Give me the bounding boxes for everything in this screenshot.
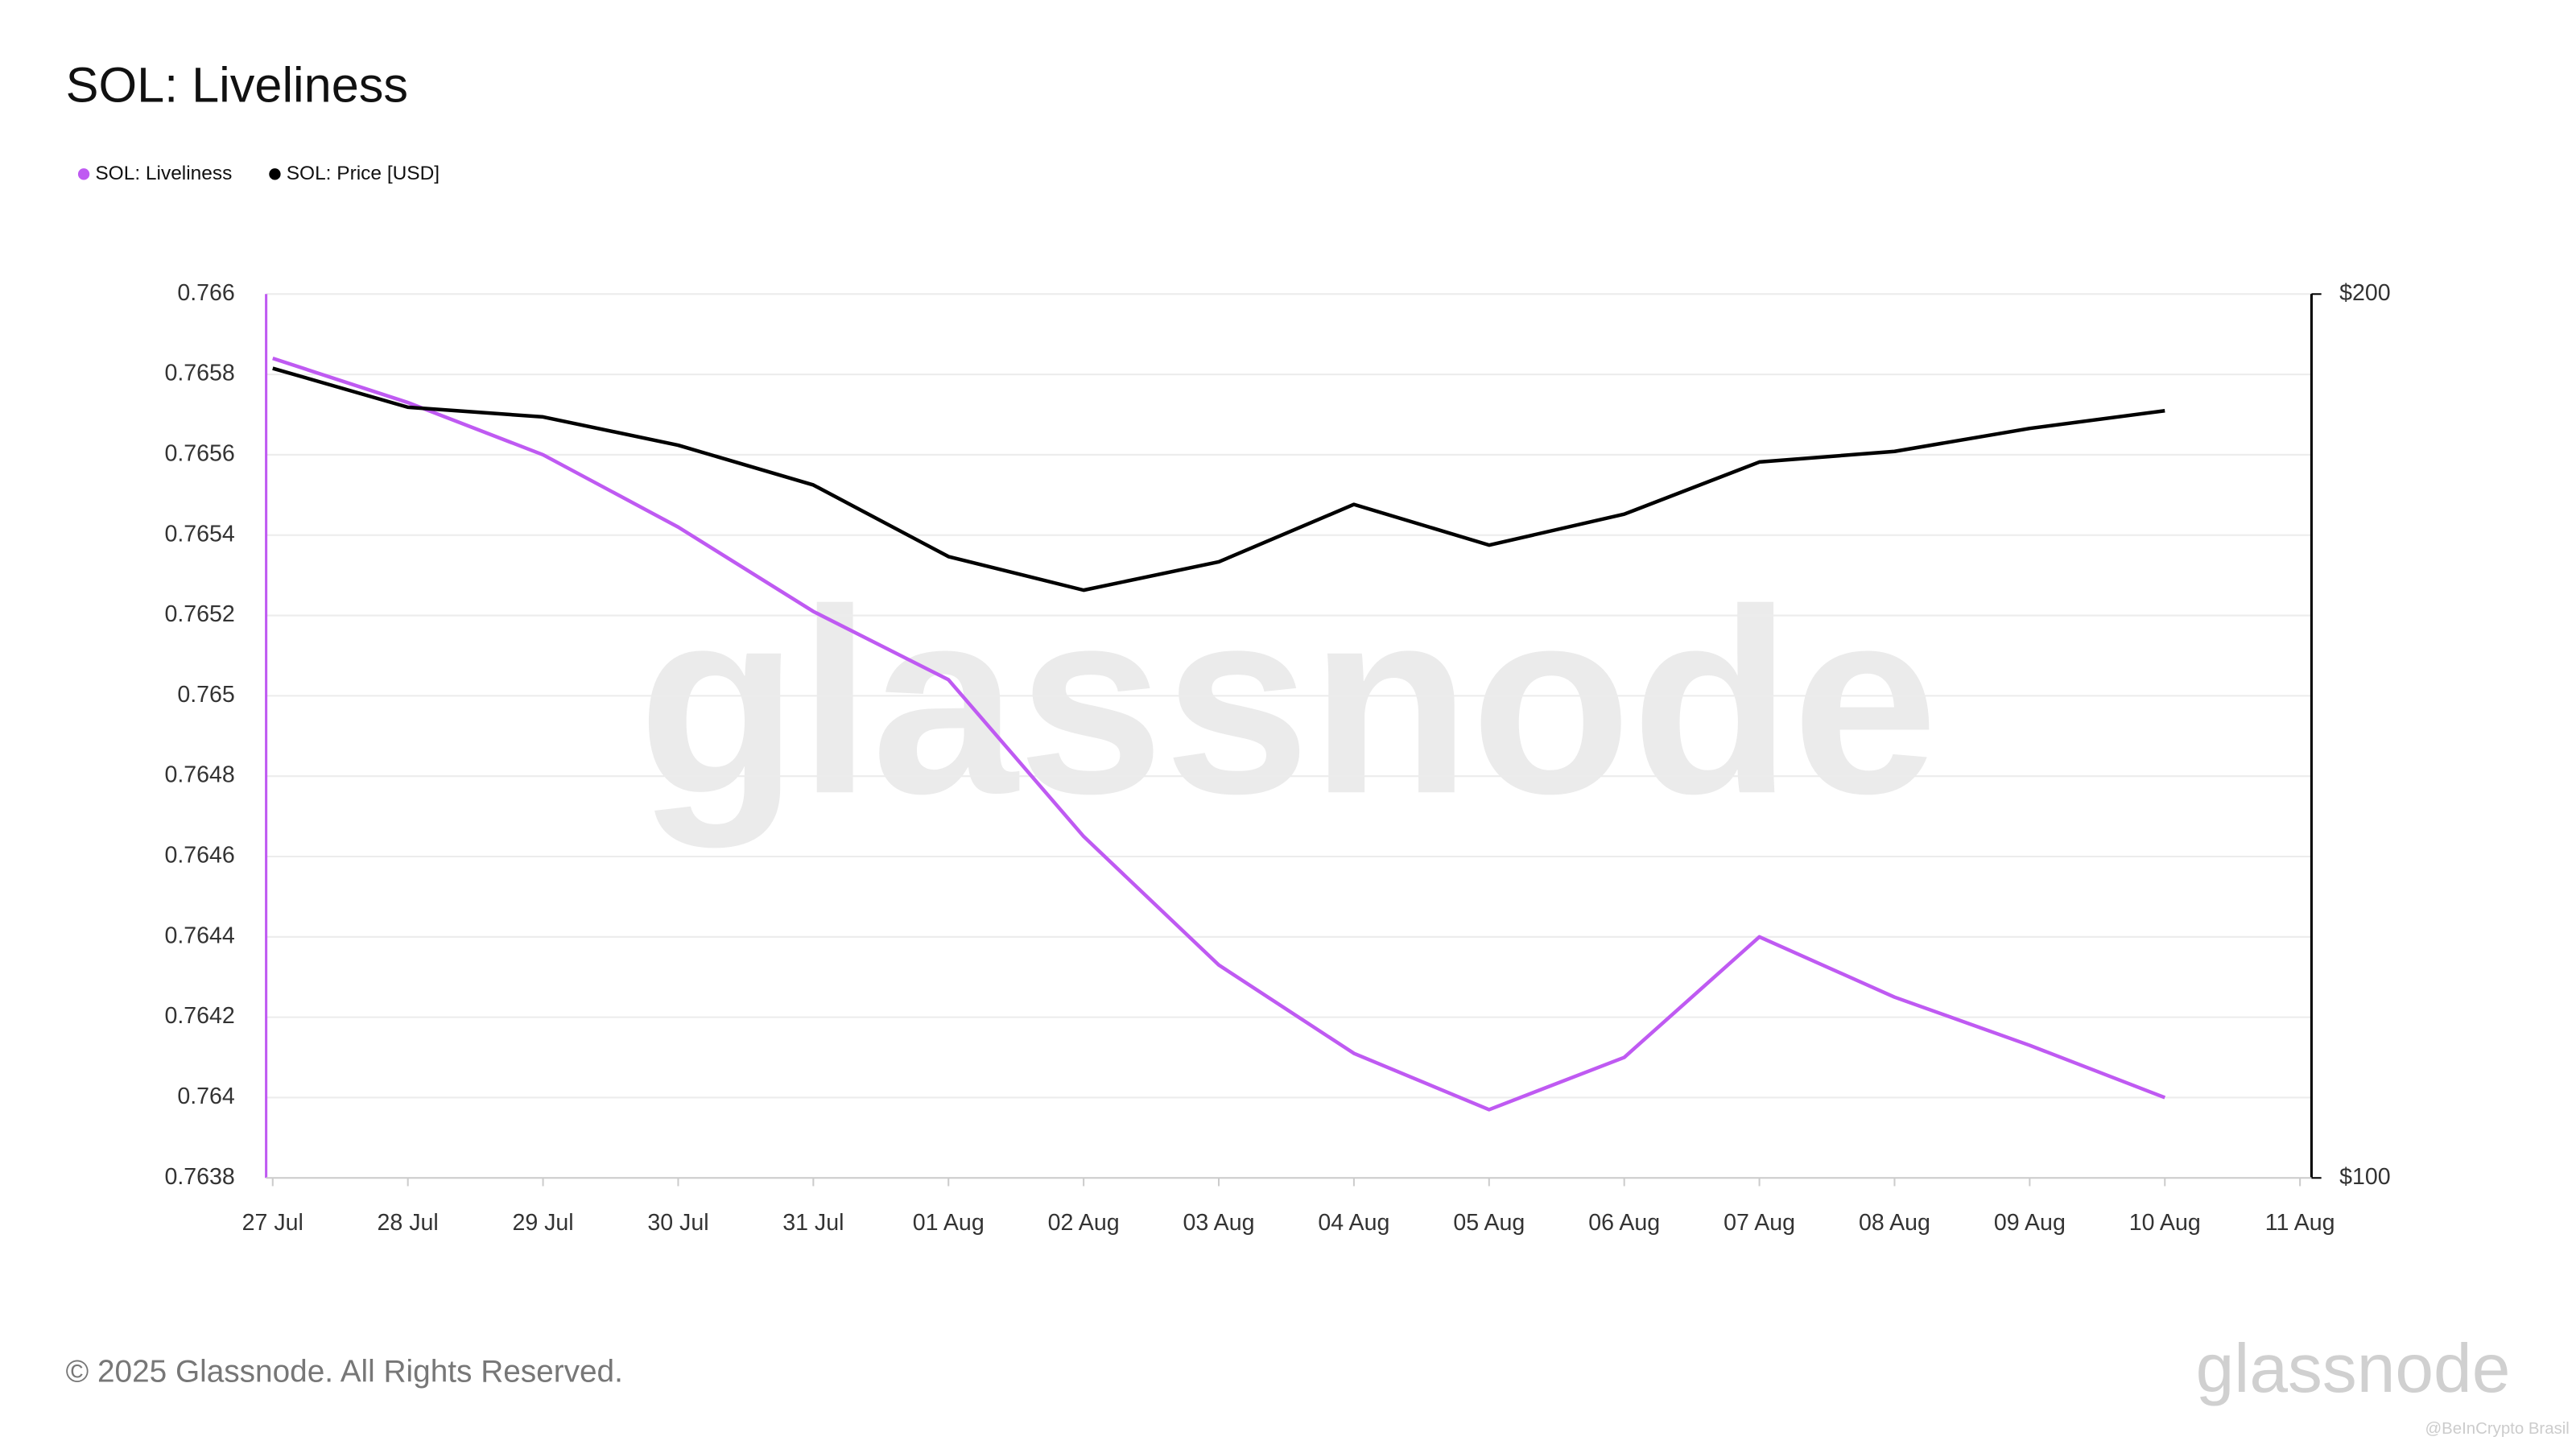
y-tick-label: 0.7652 — [164, 601, 234, 627]
y-tick-label: 0.7658 — [164, 361, 234, 386]
x-tick-label: 06 Aug — [1588, 1210, 1660, 1236]
y-tick-label: 0.7656 — [164, 440, 234, 466]
x-tick-label: 07 Aug — [1724, 1210, 1795, 1236]
chart-title: SOL: Liveliness — [66, 57, 408, 112]
y2-tick-label: $100 — [2339, 1164, 2391, 1190]
legend-marker — [269, 168, 281, 180]
x-tick-label: 29 Jul — [512, 1210, 573, 1236]
y-tick-label: 0.7644 — [164, 923, 234, 948]
legend-marker — [77, 168, 90, 180]
series-line — [272, 366, 2165, 592]
watermark: glassnode — [638, 555, 1938, 849]
footer: © 2025 Glassnode. All Rights Reserved. — [66, 1354, 623, 1389]
x-tick-label: 05 Aug — [1453, 1210, 1525, 1236]
x-tick-label: 30 Jul — [647, 1210, 708, 1236]
x-tick-label: 28 Jul — [378, 1210, 439, 1236]
y2-tick-label: $200 — [2339, 280, 2391, 306]
x-tick-label: 02 Aug — [1048, 1210, 1120, 1236]
logo: glassnode — [2196, 1330, 2511, 1407]
y-tick-label: 0.7648 — [164, 762, 234, 788]
x-tick-label: 01 Aug — [913, 1210, 985, 1236]
y-tick-label: 0.7638 — [164, 1164, 234, 1190]
x-tick-label: 11 Aug — [2265, 1210, 2335, 1236]
y-tick-label: 0.764 — [177, 1084, 235, 1109]
series-line — [272, 357, 2166, 1112]
x-tick-label: 08 Aug — [1859, 1210, 1930, 1236]
x-tick-label: 03 Aug — [1183, 1210, 1255, 1236]
x-tick-label: 10 Aug — [2129, 1210, 2201, 1236]
x-tick-label: 27 Jul — [242, 1210, 303, 1236]
y-tick-label: 0.766 — [177, 280, 234, 306]
y-tick-label: 0.765 — [177, 682, 234, 708]
y-tick-label: 0.7642 — [164, 1003, 234, 1029]
y-tick-label: 0.7646 — [164, 843, 234, 869]
y-tick-label: 0.7654 — [164, 521, 234, 547]
credit: @BeInCrypto Brasil — [2425, 1420, 2569, 1438]
legend-label: SOL: Liveliness — [95, 163, 232, 184]
legend-label: SOL: Price [USD] — [287, 163, 440, 184]
x-tick-label: 09 Aug — [1994, 1210, 2066, 1236]
x-tick-label: 31 Jul — [782, 1210, 844, 1236]
x-tick-label: 04 Aug — [1318, 1210, 1389, 1236]
